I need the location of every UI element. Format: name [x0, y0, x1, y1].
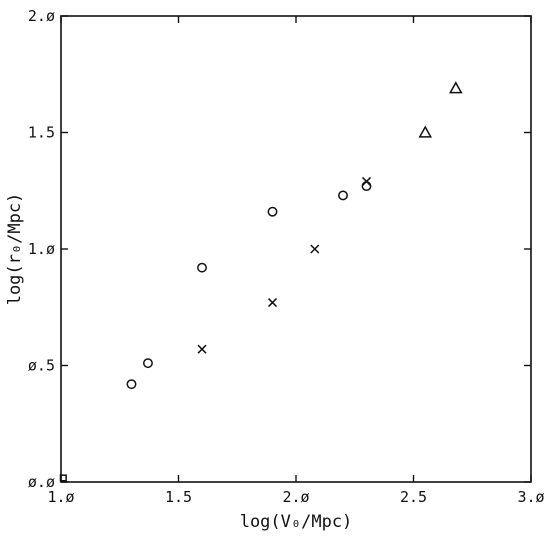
cross-point	[197, 344, 207, 354]
y-tick-label: 1.ø	[28, 240, 55, 258]
circle-point	[267, 206, 278, 217]
cross-point	[361, 176, 372, 186]
x-tick-label: 1.ø	[47, 488, 74, 506]
x-tick-label: 3.ø	[517, 488, 544, 506]
circle-point	[197, 262, 207, 273]
x-tick-label: 1.5	[165, 488, 192, 506]
square-point	[59, 474, 67, 482]
y-tick-label: 2.ø	[28, 7, 55, 25]
y-tick-label: ø.5	[28, 357, 55, 375]
circle-point	[126, 379, 137, 390]
triangle-point	[449, 81, 463, 94]
cross-point	[267, 298, 278, 308]
triangle-point	[418, 125, 433, 138]
axis-tick-labels: 1.ø 1.5 2.ø 2.5 3.ø ø.ø ø.5 1.ø 1.5 2.ø	[28, 7, 545, 506]
circle-point	[361, 181, 372, 192]
x-tick-label: 2.5	[400, 488, 427, 506]
cross-point	[310, 244, 320, 254]
x-tick-label: 2.ø	[282, 488, 309, 506]
circle-point	[338, 190, 348, 201]
x-axis-label: log(V₀/Mpc)	[240, 512, 353, 532]
y-tick-label: 1.5	[28, 124, 55, 142]
data-marks	[59, 81, 463, 482]
axis-ticks	[60, 15, 532, 483]
y-axis-label: log(r₀/Mpc)	[5, 193, 25, 306]
y-tick-label: ø.ø	[28, 473, 55, 491]
circle-point	[143, 358, 153, 369]
plot-frame	[60, 15, 532, 483]
